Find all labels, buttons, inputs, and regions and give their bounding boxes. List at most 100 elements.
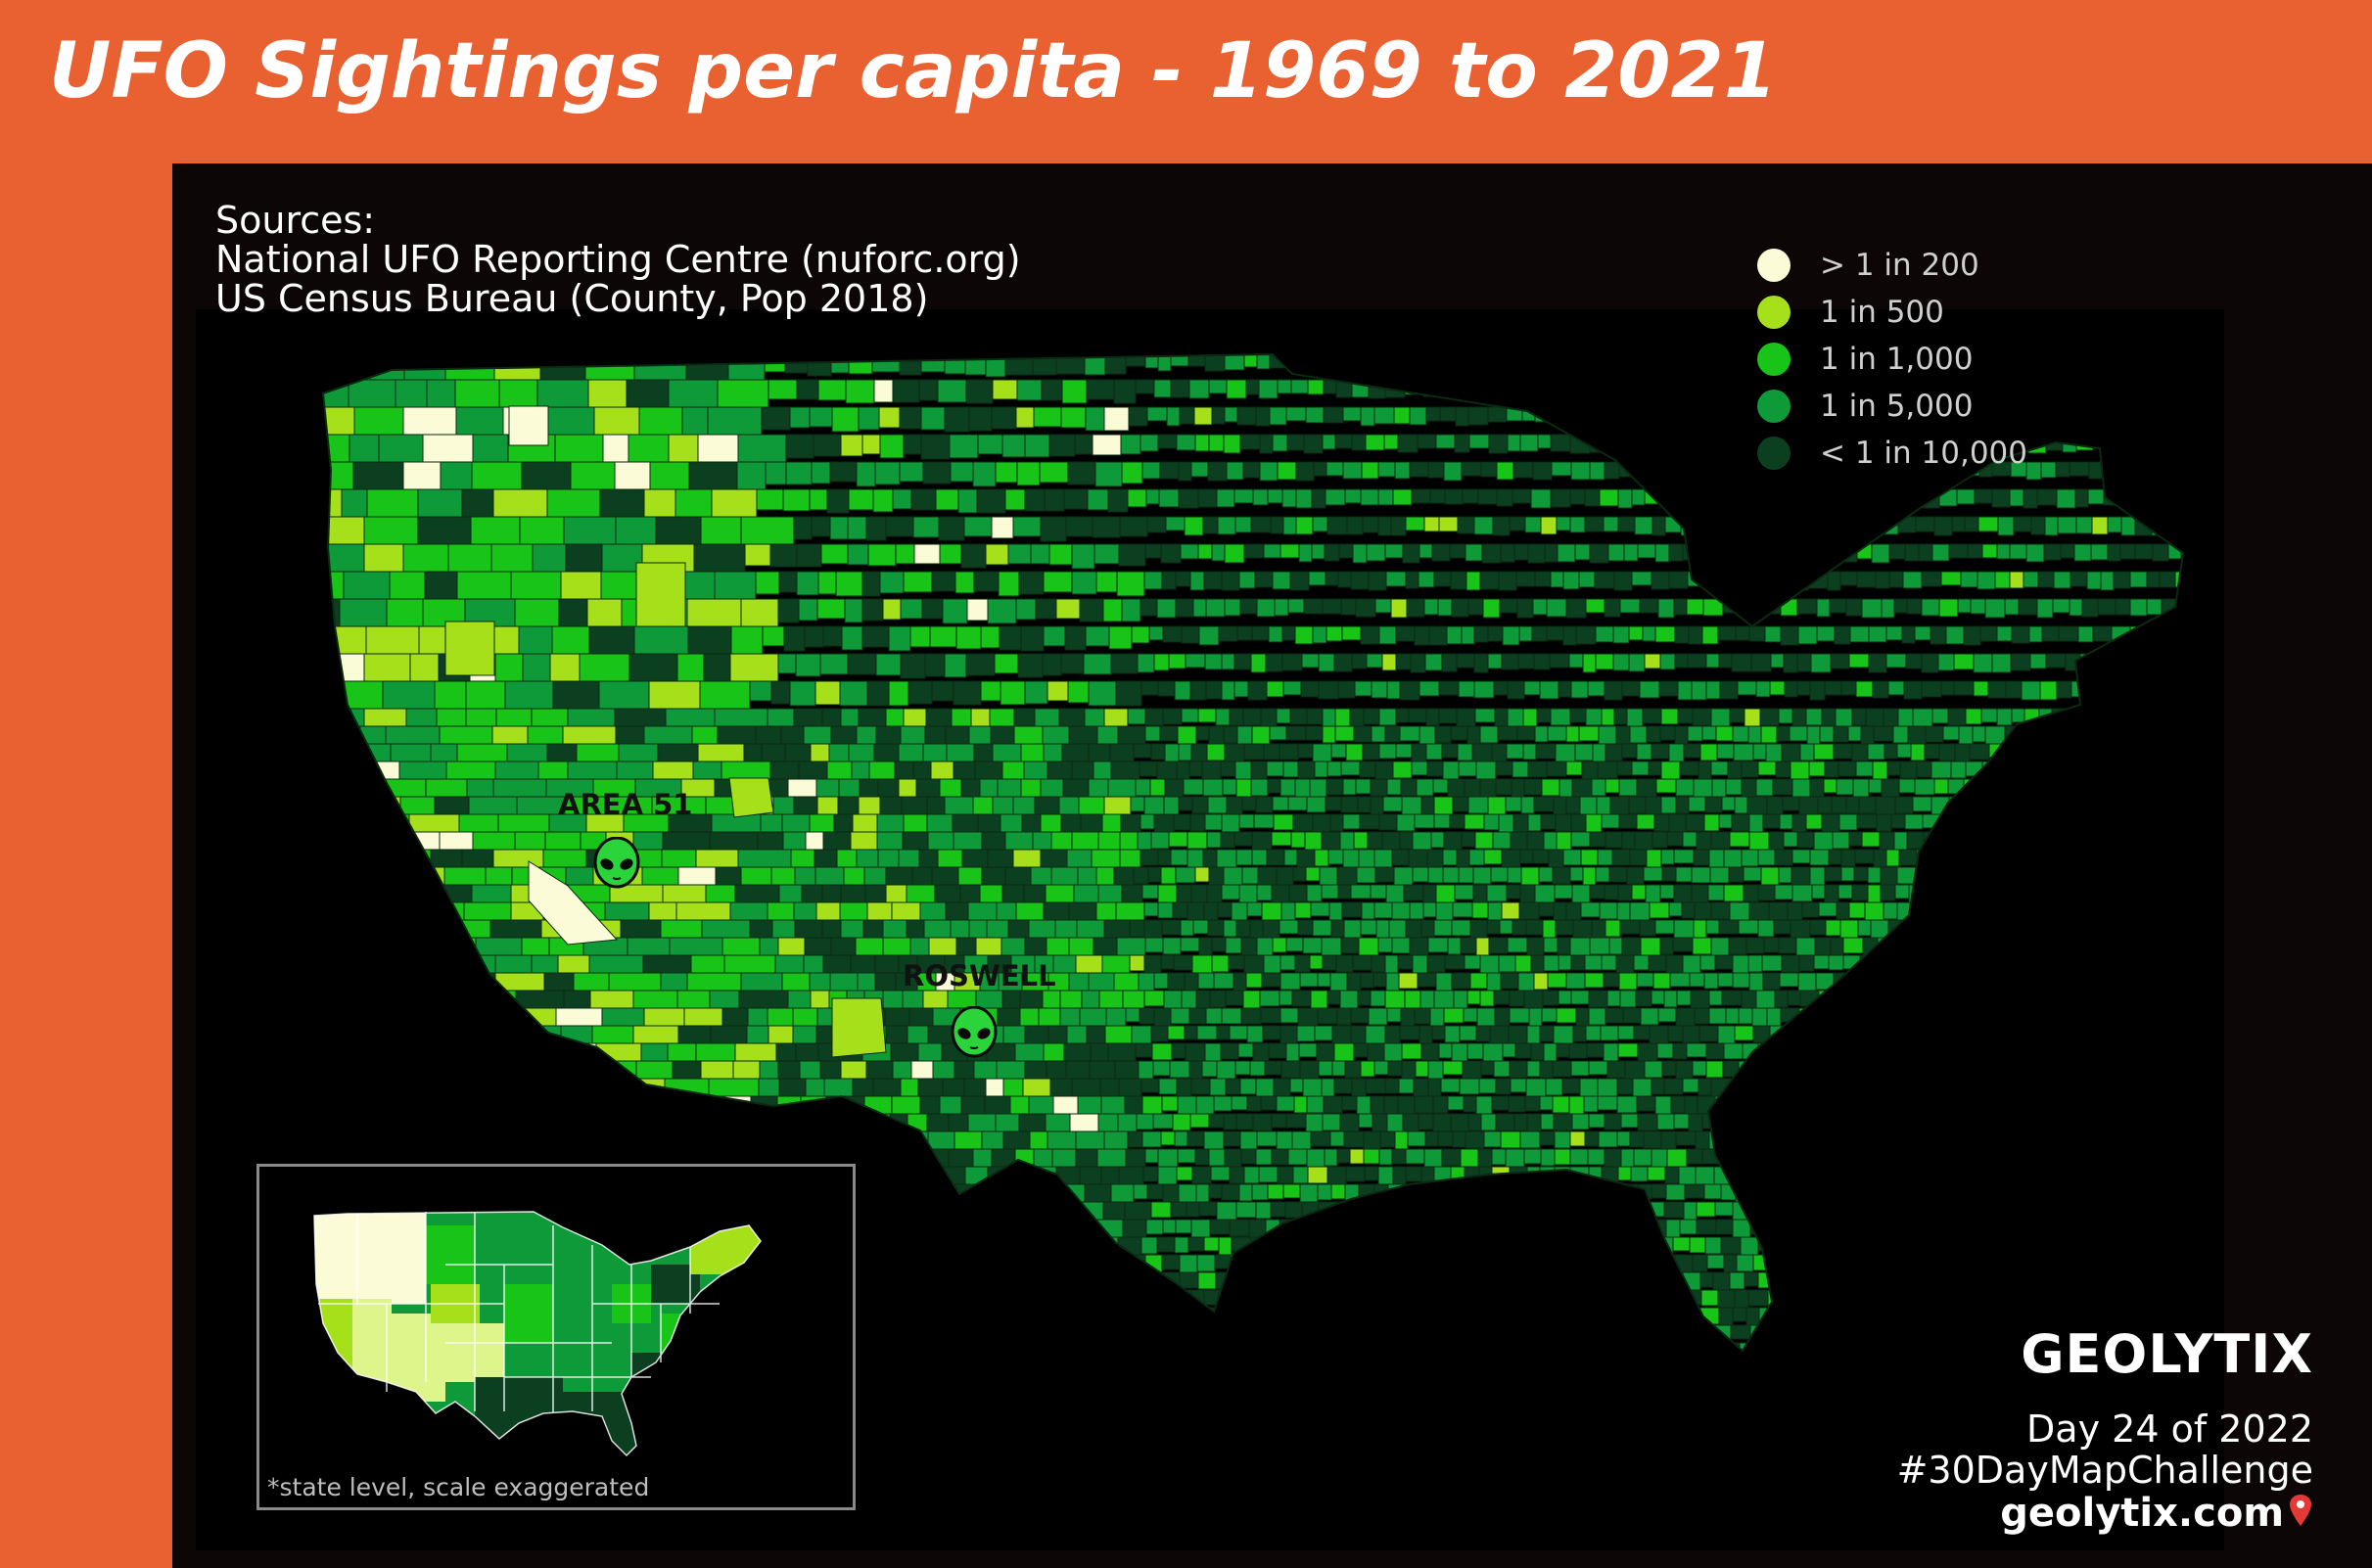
county-cell [1251,725,1271,745]
county-cell [1487,901,1503,921]
county-cell [2189,885,2203,902]
county-cell [2066,796,2081,815]
county-cell [1334,725,1355,742]
county-cell [1558,990,1572,1005]
county-cell [1326,1166,1347,1185]
county-cell [1409,1271,1423,1289]
county-cell [1409,406,1427,426]
county-cell [664,1078,710,1118]
county-cell [1792,1271,1812,1292]
county-cell [1358,937,1379,956]
county-cell [1539,1166,1556,1182]
county-cell [1616,761,1633,776]
county-cell [1855,1307,1876,1327]
county-cell [1425,1219,1443,1238]
county-cell [2107,516,2122,533]
county-cell [1393,406,1411,425]
county-cell [1449,543,1466,559]
county-cell [519,1042,552,1076]
county-cell [1429,488,1446,504]
county-cell [944,406,970,433]
county-cell [2185,1131,2200,1146]
county-cell [1651,1148,1668,1169]
county-cell [778,571,798,593]
county-cell [1774,571,1790,589]
county-cell [1717,379,1738,396]
county-cell [1833,1148,1847,1166]
county-cell [1441,354,1461,372]
county-cell [1494,1289,1510,1310]
county-cell [1924,1183,1940,1201]
county-cell [1174,1236,1189,1254]
county-cell [1639,1254,1658,1272]
county-cell [1384,990,1406,1009]
county-cell [1602,1342,1618,1351]
county-cell [1776,1271,1794,1291]
county-cell [1824,884,1839,904]
county-cell [2116,1148,2134,1165]
county-cell [1973,1236,1993,1253]
county-cell [1741,778,1757,799]
county-cell [2122,1201,2143,1217]
county-cell [1560,1271,1579,1291]
county-cell [1191,1166,1212,1184]
county-cell [2040,461,2057,479]
county-cell [1547,354,1565,371]
county-cell [1983,1113,1998,1130]
county-cell [1128,406,1148,427]
county-cell [1161,1095,1179,1112]
county-cell [965,379,994,404]
county-cell [1978,866,1997,886]
county-cell [1824,1201,1841,1218]
county-cell [980,625,1000,649]
county-cell [1711,778,1727,799]
county-cell [925,708,953,729]
county-cell [1116,571,1145,597]
county-cell [1497,725,1518,741]
county-cell [1207,796,1228,814]
county-cell [1211,937,1227,952]
county-cell [1804,1183,1826,1199]
county-cell [1774,990,1789,1008]
county-cell [2068,778,2083,798]
county-cell [953,761,976,782]
county-cell [1519,1130,1541,1149]
county-cell [1687,434,1706,453]
county-cell [1186,831,1208,850]
county-cell [1433,813,1451,829]
county-cell [1479,990,1495,1007]
county-cell [1340,598,1357,616]
county-cell [1153,653,1170,671]
county-cell [1605,1007,1624,1024]
website-link[interactable]: geolytix.com [1897,1491,2313,1536]
county-cell [1501,849,1521,868]
county-cell [1991,653,2012,673]
county-cell [1647,1166,1666,1181]
county-cell [1217,516,1236,535]
county-cell [1512,488,1532,504]
county-cell [1705,653,1720,669]
county-cell [1569,1254,1587,1270]
county-cell [1327,849,1344,865]
county-cell [1279,778,1296,797]
county-cell [1847,1219,1869,1238]
county-cell [1617,1166,1632,1181]
county-cell [1476,1007,1496,1028]
county-cell [2081,778,2100,797]
county-cell [1569,488,1586,505]
county-cell [1747,954,1763,973]
county-cell [1633,1148,1652,1167]
county-cell [787,1130,814,1153]
county-cell [1314,761,1328,778]
county-cell [1558,680,1572,698]
county-cell [1831,990,1846,1006]
county-cell [356,1007,405,1044]
county-cell [1488,434,1509,454]
county-cell [1267,778,1281,794]
county-cell [323,1025,346,1065]
county-cell [2125,1271,2146,1290]
county-cell [1406,598,1425,618]
county-cell [1343,1236,1363,1254]
county-cell [888,680,909,707]
county-cell [1326,625,1343,642]
